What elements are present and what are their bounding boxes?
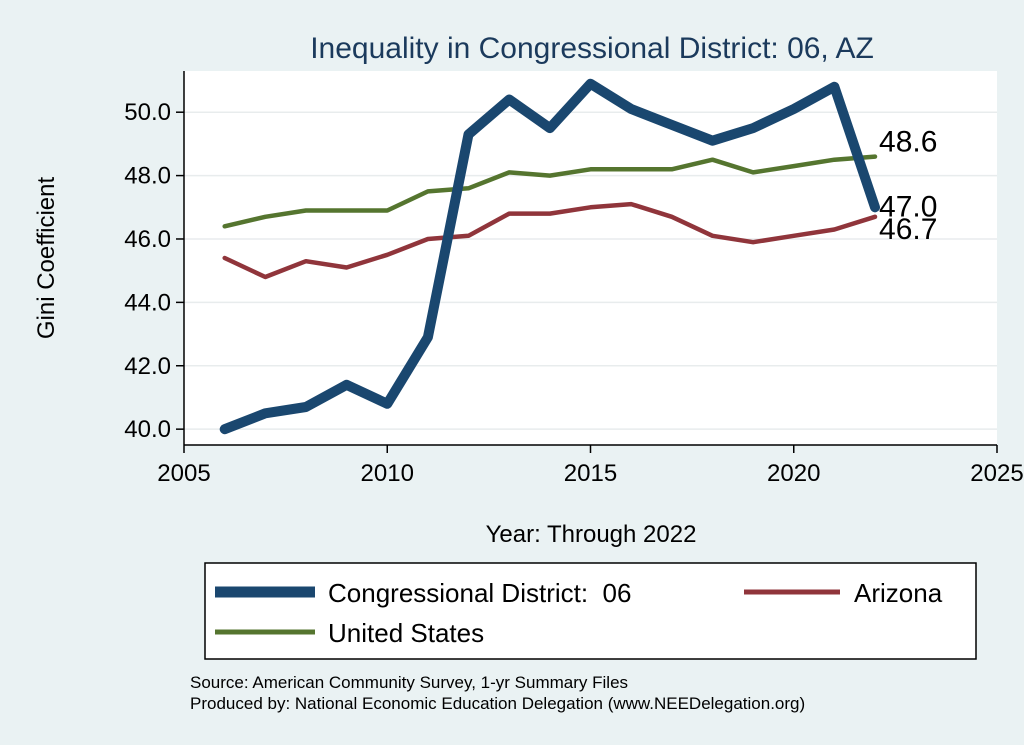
plot-area [184,71,997,445]
legend-label-arizona: Arizona [854,578,943,608]
series-lines [219,78,880,435]
y-axis-title: Gini Coefficient [33,177,60,340]
x-tick-label: 2005 [157,460,210,487]
end-label-arizona: 46.7 [879,213,937,246]
y-tick-label: 44.0 [124,289,171,316]
y-tick-label: 42.0 [124,353,171,380]
x-ticks: 2005 2010 2015 2020 2025 [157,445,1024,487]
x-tick-label: 2010 [361,460,414,487]
x-tick-label: 2020 [767,460,820,487]
legend [204,562,977,660]
source-note: Source: American Community Survey, 1-yr … [190,673,628,692]
x-tick-label: 2015 [564,460,617,487]
y-tick-label: 46.0 [124,226,171,253]
end-label-us: 48.6 [879,126,937,159]
end-label-district: 47.0 [879,190,937,223]
series-line-us [222,154,878,229]
y-tick-label: 48.0 [124,163,171,190]
x-axis-title: Year: Through 2022 [486,521,697,548]
series-line-district [219,78,880,435]
produced-by-note: Produced by: National Economic Education… [190,694,805,713]
y-ticks: 40.0 42.0 44.0 46.0 48.0 50.0 [124,99,184,443]
end-labels: 47.046.7 48.6 [879,126,937,246]
x-tick-label: 2025 [970,460,1023,487]
gridlines [184,111,997,430]
y-tick-label: 40.0 [124,416,171,443]
legend-label-us: United States [328,618,484,648]
y-tick-label: 50.0 [124,99,171,126]
legend-label-district: Congressional District: 06 [328,578,631,608]
series-line-arizona [222,201,878,280]
chart-title: Inequality in Congressional District: 06… [310,32,874,65]
